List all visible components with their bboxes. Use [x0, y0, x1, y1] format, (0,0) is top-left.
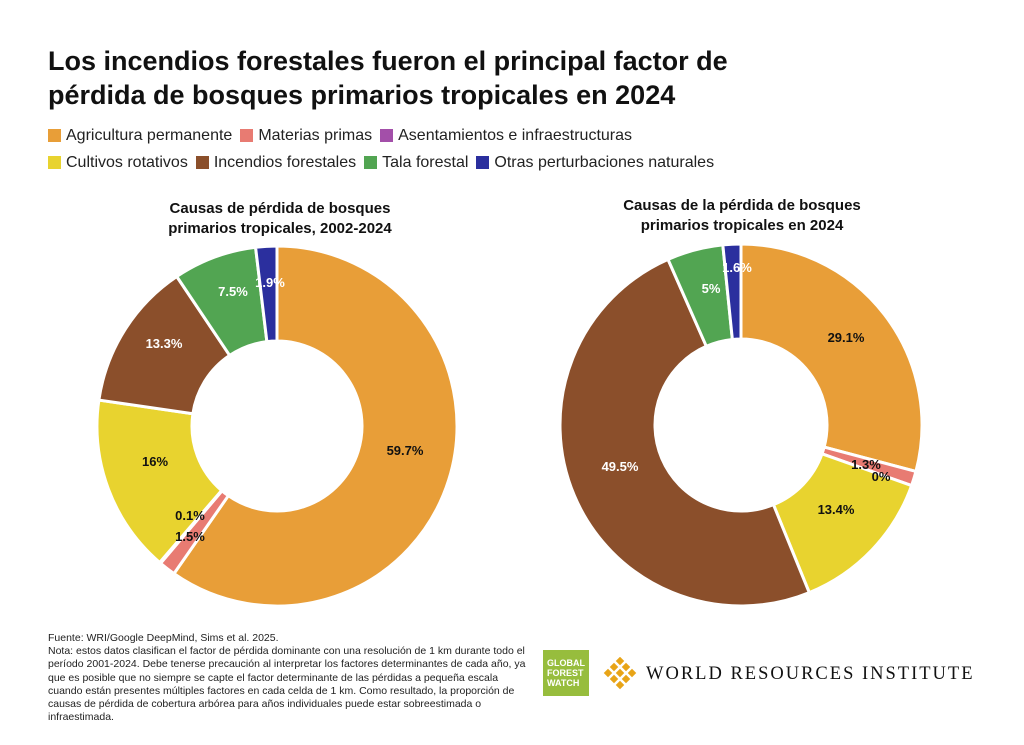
note-text: Nota: estos datos clasifican el factor d… [48, 645, 526, 724]
donut-slice-cultivos-rotativos [95, 398, 224, 565]
footer-notes: Fuente: WRI/Google DeepMind, Sims et al.… [48, 632, 533, 724]
legend-item: Incendios forestales [195, 149, 357, 176]
chart-title-main: Los incendios forestales fueron el princ… [48, 46, 728, 110]
donut-slice-agricultura-permanente [172, 244, 459, 608]
slice-data-label: 1.9% [255, 275, 285, 290]
legend-label: Tala forestal [382, 154, 469, 171]
legend-swatch [48, 156, 61, 169]
legend-item: Tala forestal [364, 149, 468, 176]
slice-data-label: 7.5% [218, 284, 248, 299]
legend-row-1: Agricultura permanente Materias primas A… [48, 122, 808, 149]
legend-item: Materias primas [240, 122, 372, 149]
donut-slice-otras-perturbaciones-naturales [721, 242, 743, 341]
logo-text: WATCH [547, 678, 580, 688]
legend-swatch [364, 156, 378, 169]
legend-row-2: Cultivos rotativos Incendios forestales … [48, 149, 808, 176]
logo-text: GLOBAL [547, 658, 585, 668]
chart-title-line: primarios tropicales en 2024 [641, 217, 844, 234]
legend-swatch [240, 129, 254, 142]
slice-data-label: 13.3% [146, 336, 183, 351]
legend-swatch [476, 156, 490, 169]
slice-data-label: 49.5% [602, 459, 639, 474]
slice-data-label: 13.4% [818, 502, 855, 517]
source-text: Fuente: WRI/Google DeepMind, Sims et al.… [48, 632, 279, 644]
logo-text: FOREST [547, 668, 584, 678]
legend-swatch [380, 129, 394, 142]
donut-chart-2024: Causas de la pérdida de bosques primario… [558, 197, 924, 608]
donut-slice-otras-perturbaciones-naturales [254, 244, 279, 344]
legend-label: Asentamientos e infraestructuras [398, 127, 633, 144]
donut-chart-2002-2024: Causas de pérdida de bosques primarios t… [95, 200, 459, 608]
slice-data-label: 0.1% [175, 508, 205, 523]
slice-data-label: 29.1% [828, 330, 865, 345]
slice-data-label: 16% [142, 454, 168, 469]
slice-data-label: 5% [702, 281, 721, 296]
legend-swatch [195, 156, 209, 169]
legend-item: Agricultura permanente [48, 122, 232, 149]
wri-logo-text: WORLD RESOURCES INSTITUTE [646, 664, 975, 684]
legend-label: Agricultura permanente [66, 127, 233, 144]
legend-item: Cultivos rotativos [48, 149, 188, 176]
legend-label: Materias primas [258, 127, 373, 144]
legend-label: Incendios forestales [213, 154, 357, 171]
global-forest-watch-logo: GLOBAL FOREST WATCH [543, 650, 589, 696]
legend-label: Otras perturbaciones naturales [494, 154, 715, 171]
legend-item: Otras perturbaciones naturales [476, 149, 714, 176]
slice-data-label: 1.5% [175, 529, 205, 544]
legend-swatch [48, 129, 61, 142]
chart-title-line: Causas de pérdida de bosques [170, 200, 391, 217]
wri-logo-icon [603, 657, 637, 690]
legend-label: Cultivos rotativos [66, 154, 188, 171]
legend-item: Asentamientos e infraestructuras [380, 122, 632, 149]
legend: Agricultura permanente Materias primas A… [48, 122, 808, 176]
chart-title-line: Causas de la pérdida de bosques [623, 197, 861, 214]
chart-title-line: primarios tropicales, 2002-2024 [168, 220, 392, 237]
donut-slice-agricultura-permanente [739, 242, 924, 473]
slice-data-label: 1.6% [722, 260, 752, 275]
slice-data-label: 0% [872, 469, 891, 484]
donut-slice-incendios-forestales [558, 257, 811, 608]
slice-data-label: 59.7% [387, 443, 424, 458]
slice-data-label: 1.3% [851, 457, 881, 472]
